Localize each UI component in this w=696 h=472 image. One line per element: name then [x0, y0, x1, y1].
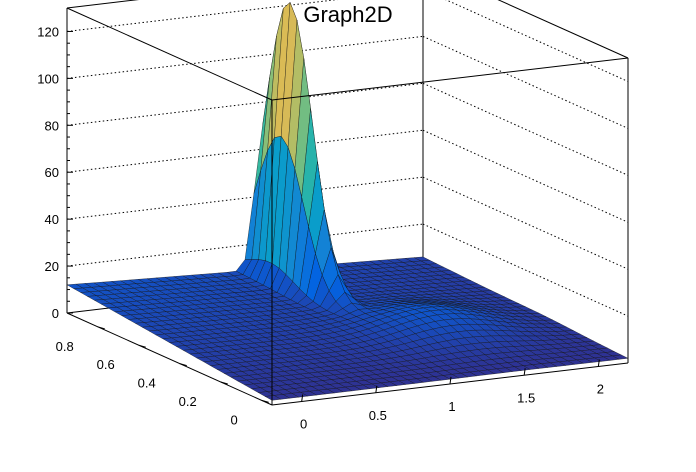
y-tick-mark-4 [97, 326, 105, 330]
back-edge-right-top [497, 0, 629, 59]
z-tick-label-0: 0 [52, 306, 59, 321]
x-tick-mark-0 [301, 394, 304, 402]
gridline-side-4 [422, 82, 629, 176]
x-tick-mark-4 [597, 359, 600, 367]
x-tick-label-1: 0.5 [369, 408, 387, 423]
gridline-side-1 [422, 223, 629, 317]
x-tick-mark-3 [523, 368, 526, 376]
z-tick-label-2: 40 [45, 212, 59, 227]
gridline-back-3 [66, 129, 424, 173]
gridlines [66, 0, 629, 317]
z-tick-label-6: 120 [37, 24, 59, 39]
y-tick-label-4: 0.8 [56, 339, 74, 354]
front-edge-top [271, 57, 629, 101]
z-tick-label-4: 80 [45, 118, 59, 133]
axis-y-line [66, 312, 273, 406]
x-tick-label-2: 1 [448, 399, 455, 414]
y-tick-label-2: 0.4 [138, 376, 156, 391]
gridline-side-6 [445, 0, 629, 82]
z-tick-label-5: 100 [37, 71, 59, 86]
y-tick-label-1: 0.2 [179, 394, 197, 409]
back-edge-top [66, 0, 140, 9]
x-tick-mark-2 [449, 376, 452, 385]
y-tick-mark-3 [138, 344, 146, 348]
y-tick-mark-0 [261, 399, 269, 403]
gridline-back-2 [66, 176, 424, 220]
z-tick-label-3: 60 [45, 165, 59, 180]
gridline-back-5 [66, 35, 424, 79]
gridline-side-5 [422, 35, 629, 129]
front-edge-top-left [66, 7, 273, 101]
y-tick-label-0: 0 [231, 412, 238, 427]
surface-mesh [66, 1, 629, 401]
gridline-side-2 [422, 176, 629, 270]
x-tick-label-3: 1.5 [517, 390, 535, 405]
x-tick-label-0: 0 [300, 417, 307, 432]
gridline-back-6 [66, 0, 338, 32]
chart-title: Graph2D [303, 2, 393, 27]
x-tick-label-4: 2 [597, 382, 604, 397]
gridline-side-3 [422, 129, 629, 223]
y-tick-mark-2 [179, 363, 187, 367]
z-tick-label-1: 20 [45, 259, 59, 274]
surface-cell [264, 395, 282, 401]
gridline-back-4 [66, 82, 424, 126]
x-tick-mark-1 [375, 385, 378, 393]
y-tick-mark-1 [220, 381, 228, 385]
y-tick-label-3: 0.6 [97, 357, 115, 372]
